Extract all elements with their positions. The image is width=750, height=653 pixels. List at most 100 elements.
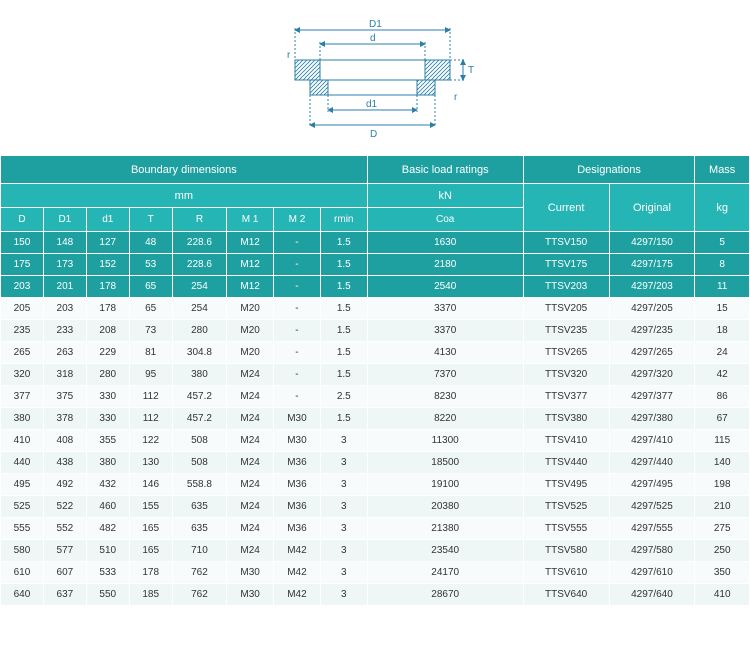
- table-row: 610607533178762M30M42324170TTSV6104297/6…: [1, 562, 750, 584]
- table-cell: -: [274, 276, 321, 298]
- table-cell: 1.5: [320, 254, 367, 276]
- table-cell: 178: [129, 562, 172, 584]
- table-cell: M30: [274, 408, 321, 430]
- table-cell: 8220: [367, 408, 523, 430]
- hdr-original: Original: [609, 184, 695, 232]
- table-cell: 380: [172, 364, 227, 386]
- table-cell: 18500: [367, 452, 523, 474]
- table-cell: TTSV410: [523, 430, 609, 452]
- table-cell: TTSV205: [523, 298, 609, 320]
- table-cell: 81: [129, 342, 172, 364]
- table-cell: M36: [274, 452, 321, 474]
- table-cell: 11300: [367, 430, 523, 452]
- table-cell: 4297/440: [609, 452, 695, 474]
- table-body: 15014812748228.6M12-1.51630TTSV1504297/1…: [1, 232, 750, 606]
- table-cell: 263: [43, 342, 86, 364]
- table-cell: 304.8: [172, 342, 227, 364]
- table-cell: 150: [1, 232, 44, 254]
- table-cell: -: [274, 254, 321, 276]
- table-cell: 20380: [367, 496, 523, 518]
- col-R: R: [172, 208, 227, 232]
- table-cell: 173: [43, 254, 86, 276]
- table-cell: 8230: [367, 386, 523, 408]
- table-cell: 3: [320, 584, 367, 606]
- table-cell: 408: [43, 430, 86, 452]
- table-row: 15014812748228.6M12-1.51630TTSV1504297/1…: [1, 232, 750, 254]
- table-cell: 525: [1, 496, 44, 518]
- table-row: 410408355122508M24M30311300TTSV4104297/4…: [1, 430, 750, 452]
- table-cell: -: [274, 320, 321, 342]
- table-cell: 610: [1, 562, 44, 584]
- label-r-left: r: [287, 50, 291, 61]
- table-cell: 1.5: [320, 276, 367, 298]
- table-cell: M24: [227, 430, 274, 452]
- table-cell: 178: [86, 298, 129, 320]
- table-cell: 432: [86, 474, 129, 496]
- table-cell: TTSV440: [523, 452, 609, 474]
- col-d1: d1: [86, 208, 129, 232]
- table-cell: 1630: [367, 232, 523, 254]
- table-cell: 355: [86, 430, 129, 452]
- table-cell: M30: [274, 430, 321, 452]
- table-cell: 148: [43, 232, 86, 254]
- table-cell: -: [274, 342, 321, 364]
- table-cell: 228.6: [172, 232, 227, 254]
- table-cell: 577: [43, 540, 86, 562]
- table-cell: 122: [129, 430, 172, 452]
- table-cell: 4297/150: [609, 232, 695, 254]
- table-cell: 460: [86, 496, 129, 518]
- table-cell: 438: [43, 452, 86, 474]
- table-cell: -: [274, 232, 321, 254]
- table-cell: 320: [1, 364, 44, 386]
- col-T: T: [129, 208, 172, 232]
- table-row: 525522460155635M24M36320380TTSV5254297/5…: [1, 496, 750, 518]
- table-cell: 53: [129, 254, 172, 276]
- table-cell: 175: [1, 254, 44, 276]
- table-cell: 4297/203: [609, 276, 695, 298]
- col-Coa: Coa: [367, 208, 523, 232]
- table-cell: TTSV640: [523, 584, 609, 606]
- table-cell: 198: [695, 474, 750, 496]
- table-cell: TTSV235: [523, 320, 609, 342]
- hdr-kn: kN: [367, 184, 523, 208]
- table-cell: 229: [86, 342, 129, 364]
- table-cell: 4297/175: [609, 254, 695, 276]
- table-cell: M36: [274, 518, 321, 540]
- table-row: 26526322981304.8M20-1.54130TTSV2654297/2…: [1, 342, 750, 364]
- col-M1: M 1: [227, 208, 274, 232]
- table-cell: M24: [227, 408, 274, 430]
- hdr-desig: Designations: [523, 156, 695, 184]
- table-row: 17517315253228.6M12-1.52180TTSV1754297/1…: [1, 254, 750, 276]
- table-cell: TTSV377: [523, 386, 609, 408]
- table-cell: 508: [172, 430, 227, 452]
- table-cell: M20: [227, 342, 274, 364]
- table-cell: 73: [129, 320, 172, 342]
- table-cell: 377: [1, 386, 44, 408]
- hdr-kg: kg: [695, 184, 750, 232]
- table-cell: 4297/640: [609, 584, 695, 606]
- table-cell: 492: [43, 474, 86, 496]
- bearing-cross-section-diagram: D1 d r T r d1 D: [265, 10, 485, 140]
- table-row: 380378330112457.2M24M301.58220TTSV380429…: [1, 408, 750, 430]
- table-cell: 165: [129, 540, 172, 562]
- table-cell: 7370: [367, 364, 523, 386]
- table-cell: TTSV265: [523, 342, 609, 364]
- table-cell: 4297/495: [609, 474, 695, 496]
- table-cell: 15: [695, 298, 750, 320]
- table-cell: 762: [172, 562, 227, 584]
- table-cell: 178: [86, 276, 129, 298]
- table-row: 20320117865254M12-1.52540TTSV2034297/203…: [1, 276, 750, 298]
- table-cell: 4297/377: [609, 386, 695, 408]
- table-cell: 152: [86, 254, 129, 276]
- table-cell: 1.5: [320, 342, 367, 364]
- table-cell: 146: [129, 474, 172, 496]
- table-cell: 2540: [367, 276, 523, 298]
- table-cell: 23540: [367, 540, 523, 562]
- table-cell: 3: [320, 540, 367, 562]
- table-cell: 4297/610: [609, 562, 695, 584]
- table-row: 23523320873280M20-1.53370TTSV2354297/235…: [1, 320, 750, 342]
- table-cell: 228.6: [172, 254, 227, 276]
- table-cell: 28670: [367, 584, 523, 606]
- table-cell: 21380: [367, 518, 523, 540]
- table-cell: 762: [172, 584, 227, 606]
